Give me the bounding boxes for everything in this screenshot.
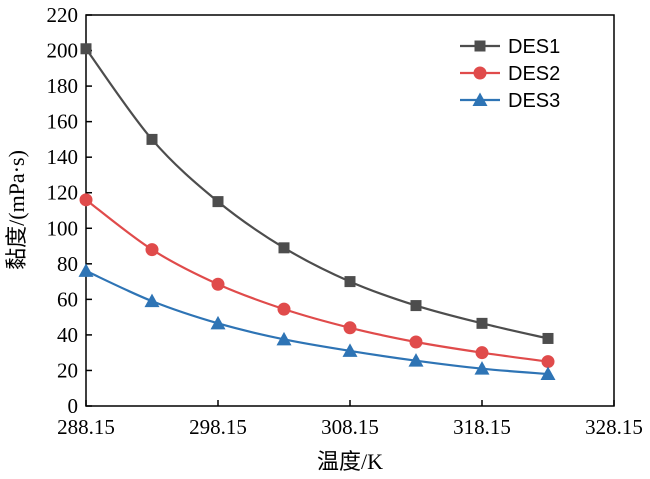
x-tick-label: 318.15	[453, 415, 511, 439]
data-point	[79, 193, 93, 207]
data-point	[344, 276, 356, 288]
y-axis-title: 黏度/(mPa·s)	[4, 150, 29, 270]
y-tick-label: 40	[57, 323, 78, 347]
legend-label: DES3	[508, 90, 560, 112]
y-tick-label: 100	[47, 216, 79, 240]
data-point	[476, 317, 488, 329]
legend: DES1 DES2 DES3	[460, 36, 560, 112]
data-point	[343, 321, 357, 335]
axis-ticks: 0 20 40 60 80 100 120 140 160 180 200 220 288.15 298.…	[47, 3, 643, 439]
data-point	[277, 302, 291, 316]
series-des2	[79, 193, 555, 369]
data-point	[475, 346, 489, 360]
series-des1	[80, 43, 554, 344]
x-axis-title: 温度/K	[317, 449, 383, 474]
series-line	[85, 198, 549, 363]
data-point	[144, 293, 160, 308]
x-tick-label: 288.15	[57, 415, 115, 439]
y-tick-label: 200	[47, 39, 79, 63]
data-point	[342, 343, 358, 357]
y-tick-label: 140	[47, 145, 79, 169]
y-tick-label: 0	[68, 394, 79, 418]
data-point	[542, 332, 554, 344]
y-tick-label: 180	[47, 74, 79, 98]
series-line	[85, 269, 549, 376]
legend-label: DES2	[508, 63, 560, 85]
data-point	[212, 196, 224, 208]
data-point	[540, 366, 556, 381]
data-point	[410, 300, 422, 312]
series-layer	[78, 43, 556, 381]
data-point	[408, 353, 424, 367]
data-point	[145, 243, 159, 257]
y-tick-label: 160	[47, 110, 79, 134]
data-point	[474, 361, 490, 375]
legend-label: DES1	[508, 36, 560, 58]
y-tick-label: 120	[47, 181, 79, 205]
x-tick-label: 298.15	[189, 415, 247, 439]
legend-marker	[472, 92, 488, 106]
data-point	[211, 277, 225, 291]
data-point	[210, 315, 226, 330]
legend-marker	[473, 66, 487, 80]
legend-item-des1: DES1	[460, 36, 560, 58]
data-point	[278, 242, 290, 254]
data-point	[146, 133, 158, 145]
y-tick-label: 80	[57, 252, 78, 276]
x-tick-label: 308.15	[321, 415, 379, 439]
y-tick-label: 60	[57, 287, 78, 311]
data-point	[78, 263, 94, 277]
y-tick-label: 220	[47, 3, 79, 27]
data-point	[409, 335, 423, 349]
legend-marker	[474, 40, 486, 52]
x-tick-label: 328.15	[585, 415, 643, 439]
legend-item-des2: DES2	[460, 63, 560, 85]
data-point	[276, 331, 292, 346]
series-line	[85, 48, 549, 340]
legend-item-des3: DES3	[460, 90, 560, 112]
data-point	[80, 43, 92, 55]
data-point	[541, 355, 555, 369]
y-tick-label: 20	[57, 358, 78, 382]
series-des3	[78, 263, 556, 381]
